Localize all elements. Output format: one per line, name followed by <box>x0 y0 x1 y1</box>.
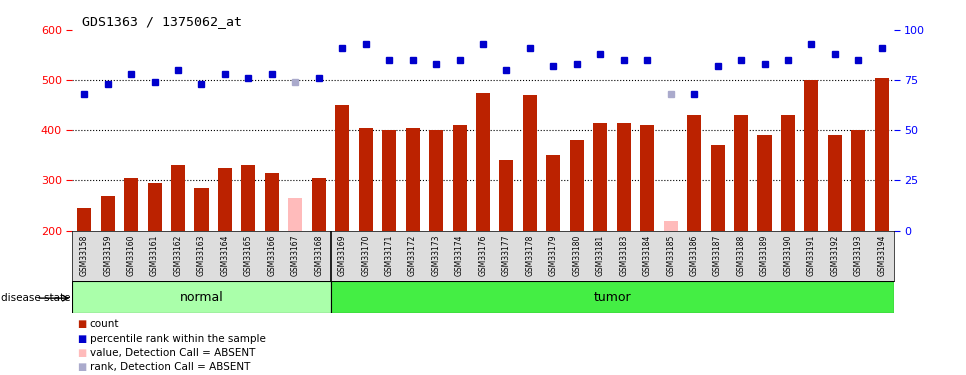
Text: GSM33160: GSM33160 <box>127 235 135 276</box>
Text: GSM33158: GSM33158 <box>79 235 89 276</box>
Bar <box>734 115 748 231</box>
Text: ■: ■ <box>77 334 87 344</box>
Bar <box>499 160 514 231</box>
Text: value, Detection Call = ABSENT: value, Detection Call = ABSENT <box>90 348 255 358</box>
Text: GDS1363 / 1375062_at: GDS1363 / 1375062_at <box>82 15 242 28</box>
Bar <box>616 123 631 231</box>
Bar <box>828 135 842 231</box>
Text: GSM33193: GSM33193 <box>854 235 863 276</box>
Bar <box>124 178 138 231</box>
Text: rank, Detection Call = ABSENT: rank, Detection Call = ABSENT <box>90 362 250 372</box>
Bar <box>288 198 302 231</box>
Bar <box>429 130 443 231</box>
Bar <box>875 78 889 231</box>
Text: GSM33171: GSM33171 <box>384 235 394 276</box>
Bar <box>547 155 560 231</box>
Text: GSM33179: GSM33179 <box>549 235 558 276</box>
Bar <box>757 135 772 231</box>
Text: GSM33162: GSM33162 <box>174 235 183 276</box>
Text: GSM33191: GSM33191 <box>807 235 816 276</box>
Text: GSM33180: GSM33180 <box>572 235 582 276</box>
Text: GSM33185: GSM33185 <box>667 235 675 276</box>
Bar <box>312 178 326 231</box>
Text: GSM33176: GSM33176 <box>478 235 488 276</box>
Text: GSM33194: GSM33194 <box>877 235 887 276</box>
Text: GSM33183: GSM33183 <box>619 235 628 276</box>
Bar <box>781 115 795 231</box>
Bar <box>383 130 396 231</box>
Text: GSM33169: GSM33169 <box>338 235 347 276</box>
Text: GSM33166: GSM33166 <box>268 235 276 276</box>
Bar <box>476 93 490 231</box>
Bar <box>242 165 255 231</box>
Bar <box>335 105 350 231</box>
Text: tumor: tumor <box>593 291 631 304</box>
Bar <box>805 80 818 231</box>
Text: normal: normal <box>180 291 223 304</box>
Text: GSM33174: GSM33174 <box>455 235 464 276</box>
Text: GSM33161: GSM33161 <box>150 235 159 276</box>
Bar <box>851 130 866 231</box>
Text: disease state: disease state <box>1 293 71 303</box>
Text: ■: ■ <box>77 362 87 372</box>
Text: ■: ■ <box>77 348 87 358</box>
Bar <box>687 115 701 231</box>
Text: GSM33159: GSM33159 <box>103 235 112 276</box>
Text: GSM33177: GSM33177 <box>502 235 511 276</box>
Text: GSM33178: GSM33178 <box>526 235 534 276</box>
Bar <box>218 168 232 231</box>
Bar <box>194 188 209 231</box>
Bar <box>664 220 678 231</box>
Bar <box>77 208 91 231</box>
Text: GSM33165: GSM33165 <box>243 235 253 276</box>
Bar <box>100 195 115 231</box>
Text: GSM33181: GSM33181 <box>596 235 605 276</box>
Bar <box>148 183 161 231</box>
Bar <box>452 125 467 231</box>
Text: GSM33167: GSM33167 <box>291 235 299 276</box>
Text: count: count <box>90 320 120 329</box>
Text: GSM33170: GSM33170 <box>361 235 370 276</box>
Text: GSM33163: GSM33163 <box>197 235 206 276</box>
Text: ■: ■ <box>77 320 87 329</box>
Text: GSM33184: GSM33184 <box>642 235 652 276</box>
Text: GSM33190: GSM33190 <box>783 235 792 276</box>
Bar <box>265 173 279 231</box>
Text: GSM33189: GSM33189 <box>760 235 769 276</box>
Text: GSM33173: GSM33173 <box>432 235 440 276</box>
Bar <box>523 95 537 231</box>
Bar <box>171 165 185 231</box>
Bar <box>330 281 894 313</box>
Text: GSM33172: GSM33172 <box>408 235 417 276</box>
Text: GSM33186: GSM33186 <box>690 235 698 276</box>
Bar <box>711 146 724 231</box>
Bar <box>570 140 583 231</box>
Text: GSM33164: GSM33164 <box>220 235 230 276</box>
Text: GSM33187: GSM33187 <box>713 235 723 276</box>
Text: percentile rank within the sample: percentile rank within the sample <box>90 334 266 344</box>
Text: GSM33192: GSM33192 <box>831 235 839 276</box>
Text: GSM33188: GSM33188 <box>736 235 746 276</box>
Bar <box>593 123 608 231</box>
Bar <box>640 125 654 231</box>
Bar <box>358 128 373 231</box>
Text: GSM33168: GSM33168 <box>314 235 324 276</box>
Bar <box>72 281 330 313</box>
Bar <box>406 128 419 231</box>
